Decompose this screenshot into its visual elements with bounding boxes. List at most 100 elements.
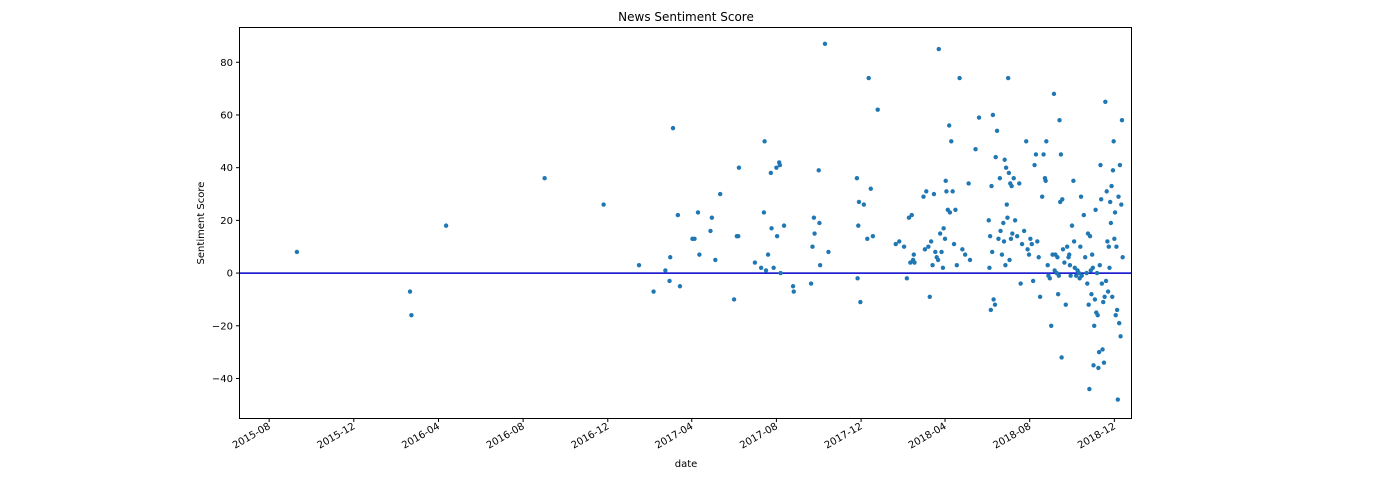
data-point xyxy=(1067,262,1073,268)
data-point xyxy=(695,210,701,215)
data-point xyxy=(1090,265,1096,270)
data-point xyxy=(960,247,965,252)
data-point xyxy=(993,154,998,160)
data-point xyxy=(1098,197,1104,202)
data-point xyxy=(990,249,995,255)
data-point xyxy=(1087,233,1093,239)
data-point xyxy=(946,123,952,128)
data-point xyxy=(1005,215,1010,220)
data-point xyxy=(856,223,861,228)
data-point xyxy=(1009,183,1014,189)
data-point xyxy=(1035,239,1040,244)
data-point xyxy=(1003,165,1009,170)
y-axis-label: Sentiment Score xyxy=(196,182,207,265)
data-point xyxy=(1076,270,1082,276)
data-point xyxy=(826,249,831,255)
data-point xyxy=(941,226,946,231)
data-point xyxy=(1041,152,1046,157)
data-point xyxy=(1078,244,1083,249)
data-point xyxy=(944,189,949,194)
data-point xyxy=(1093,207,1098,213)
data-point xyxy=(1091,363,1096,368)
data-point xyxy=(1072,265,1077,270)
data-point xyxy=(953,207,958,213)
data-point xyxy=(1106,244,1111,249)
data-point xyxy=(989,183,994,189)
data-point xyxy=(930,262,935,268)
data-point xyxy=(1079,273,1084,278)
data-point xyxy=(1030,278,1036,284)
data-point xyxy=(947,210,953,215)
data-point xyxy=(758,265,764,270)
data-point xyxy=(1004,202,1009,207)
data-point xyxy=(1037,294,1043,299)
y-tick-label: 80 xyxy=(220,58,233,69)
data-point xyxy=(1003,262,1008,268)
data-point xyxy=(997,176,1003,181)
data-point xyxy=(1071,178,1076,184)
data-point xyxy=(1029,241,1034,247)
data-point xyxy=(875,107,880,112)
data-point xyxy=(1001,239,1007,244)
data-point xyxy=(1092,297,1098,302)
data-point xyxy=(1100,347,1105,352)
data-point xyxy=(810,244,815,249)
data-point xyxy=(966,181,971,186)
data-point xyxy=(986,218,991,223)
data-point xyxy=(901,244,907,249)
data-point xyxy=(1005,75,1011,81)
data-point xyxy=(937,231,943,236)
data-point xyxy=(926,244,931,249)
data-point xyxy=(781,223,787,228)
data-point xyxy=(1069,223,1075,228)
data-point xyxy=(1101,299,1106,305)
y-tick-label: −40 xyxy=(212,374,233,385)
data-point xyxy=(1098,162,1103,168)
data-point xyxy=(1119,202,1124,207)
data-point xyxy=(935,257,941,263)
data-point xyxy=(909,212,914,218)
y-tick-label: −20 xyxy=(212,321,233,332)
data-point xyxy=(736,233,741,239)
data-point xyxy=(1064,244,1070,249)
data-point xyxy=(973,147,978,152)
data-point xyxy=(1094,270,1100,276)
y-axis: −40 −20 0 20 40 60 80 xyxy=(212,58,240,385)
data-point xyxy=(893,241,898,247)
data-point xyxy=(854,176,860,181)
data-point xyxy=(924,189,929,194)
data-point xyxy=(1059,355,1064,360)
data-point xyxy=(736,165,742,170)
data-point xyxy=(967,257,973,263)
data-point xyxy=(911,252,917,257)
data-point xyxy=(1111,139,1116,144)
data-point xyxy=(921,194,926,199)
data-point xyxy=(1105,289,1111,294)
data-point xyxy=(1019,241,1025,247)
data-point xyxy=(777,162,783,168)
data-point xyxy=(1101,360,1107,365)
data-point xyxy=(940,265,946,270)
data-point xyxy=(790,284,796,289)
data-point xyxy=(1033,152,1039,157)
data-point xyxy=(762,139,767,144)
data-point xyxy=(990,112,996,118)
data-point xyxy=(1044,139,1049,144)
data-point xyxy=(858,299,863,305)
data-point xyxy=(808,281,814,286)
data-point xyxy=(1007,257,1012,263)
data-point xyxy=(1010,231,1015,236)
data-point xyxy=(407,289,413,294)
data-point xyxy=(1073,273,1079,278)
data-point xyxy=(1002,157,1007,162)
data-point xyxy=(1001,220,1006,226)
data-point xyxy=(1047,276,1053,281)
data-point xyxy=(697,252,702,257)
scatter-points xyxy=(294,41,1125,402)
data-point xyxy=(1017,181,1022,186)
data-point xyxy=(731,297,737,302)
data-point xyxy=(1083,255,1088,260)
data-point xyxy=(761,210,767,215)
data-point xyxy=(1113,313,1118,318)
data-point xyxy=(1060,197,1065,202)
